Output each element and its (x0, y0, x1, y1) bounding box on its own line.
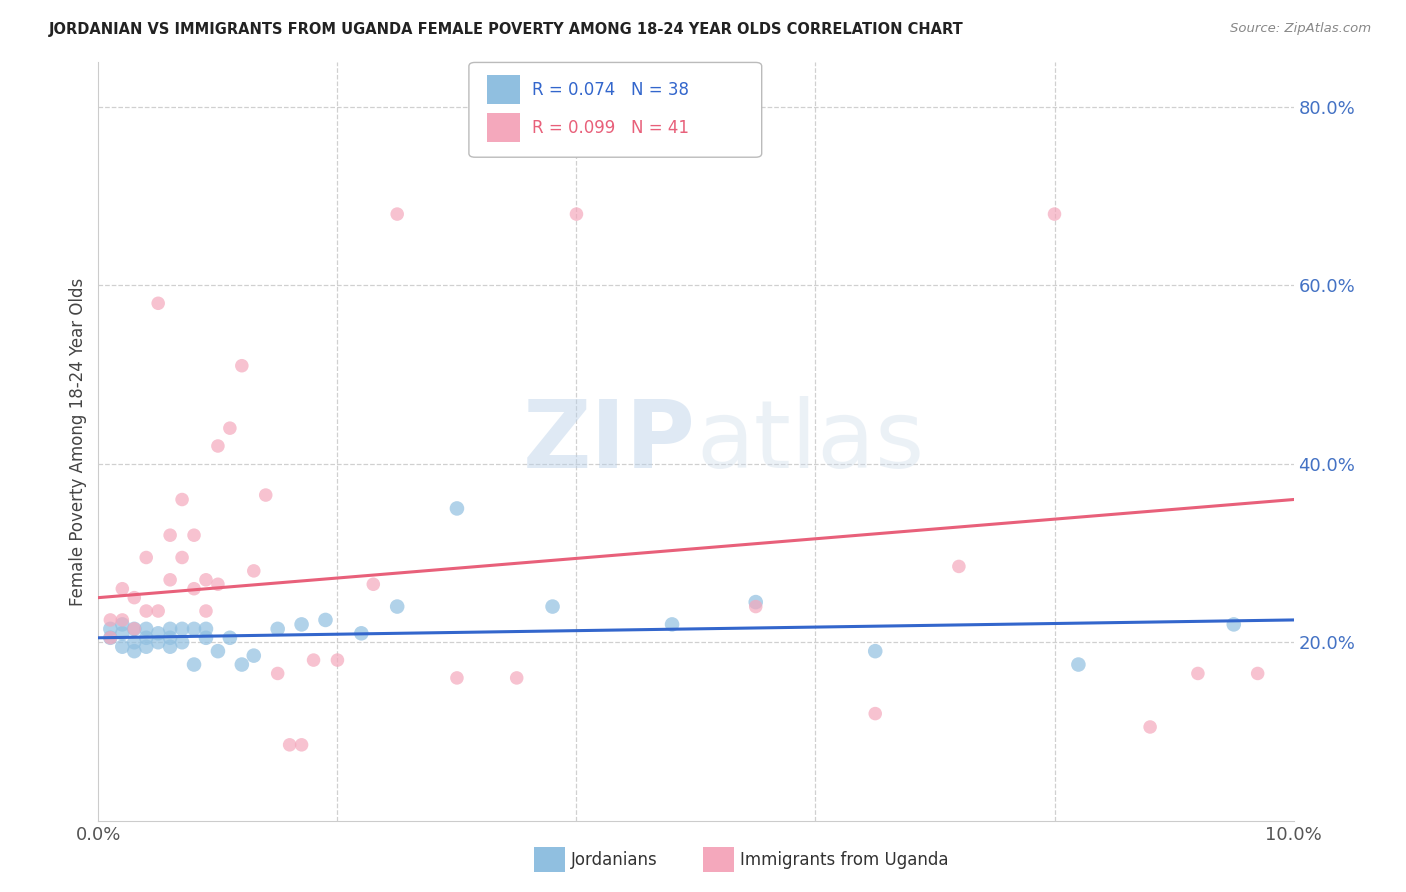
Point (159, 631, 181, 645)
Point (207, 439, 229, 453)
Point (98, 631, 122, 645)
Point (243, 648, 266, 663)
Point (1247, 666, 1270, 681)
Point (254, 488, 277, 502)
Point (302, 653, 325, 667)
Point (1043, 207, 1066, 221)
Point (172, 635, 194, 649)
Point (195, 604, 218, 618)
Point (506, 671, 529, 685)
Point (243, 564, 266, 578)
Point (385, 207, 409, 221)
Point (207, 577, 229, 591)
Point (291, 738, 314, 752)
Point (135, 550, 157, 565)
Point (745, 595, 768, 609)
Point (1067, 657, 1090, 672)
FancyBboxPatch shape (486, 75, 520, 104)
Point (267, 666, 290, 681)
Point (326, 653, 349, 667)
Point (124, 622, 146, 636)
Text: ZIP: ZIP (523, 395, 696, 488)
Point (183, 622, 205, 636)
Point (1223, 617, 1246, 632)
Y-axis label: Female Poverty Among 18-24 Year Olds: Female Poverty Among 18-24 Year Olds (69, 277, 87, 606)
Point (172, 492, 194, 507)
Point (135, 631, 157, 645)
Point (446, 671, 468, 685)
Point (135, 640, 157, 654)
Point (385, 599, 409, 614)
Text: R = 0.074   N = 38: R = 0.074 N = 38 (533, 81, 689, 99)
Point (219, 421, 242, 435)
Point (159, 640, 181, 654)
Point (111, 617, 134, 632)
Point (267, 622, 290, 636)
Point (124, 591, 146, 605)
Point (172, 622, 194, 636)
Point (1187, 666, 1209, 681)
Point (446, 501, 468, 516)
Text: atlas: atlas (696, 395, 924, 488)
Point (183, 528, 205, 542)
Point (565, 207, 588, 221)
Text: JORDANIAN VS IMMIGRANTS FROM UGANDA FEMALE POVERTY AMONG 18-24 YEAR OLDS CORRELA: JORDANIAN VS IMMIGRANTS FROM UGANDA FEMA… (49, 22, 965, 37)
Point (124, 622, 146, 636)
Point (219, 631, 242, 645)
Point (124, 644, 146, 658)
Point (745, 599, 768, 614)
Point (278, 738, 301, 752)
Text: R = 0.099   N = 41: R = 0.099 N = 41 (533, 119, 689, 136)
Point (111, 582, 134, 596)
Point (195, 573, 218, 587)
Point (363, 577, 385, 591)
Point (231, 359, 253, 373)
Point (948, 559, 970, 574)
Text: Jordanians: Jordanians (571, 851, 658, 869)
Point (207, 644, 229, 658)
Point (1139, 720, 1161, 734)
Point (159, 528, 181, 542)
Point (183, 582, 205, 596)
FancyBboxPatch shape (470, 62, 762, 157)
Point (231, 657, 253, 672)
Point (315, 613, 337, 627)
Point (98, 613, 122, 627)
Point (865, 644, 887, 658)
Point (124, 635, 146, 649)
Point (148, 604, 170, 618)
Point (195, 631, 218, 645)
Point (865, 706, 887, 721)
Point (159, 573, 181, 587)
Point (350, 626, 373, 640)
Text: Immigrants from Uganda: Immigrants from Uganda (740, 851, 948, 869)
Point (661, 617, 683, 632)
Point (195, 622, 218, 636)
Point (98, 631, 122, 645)
Point (111, 613, 134, 627)
Point (148, 635, 170, 649)
Point (148, 626, 170, 640)
Point (111, 640, 134, 654)
Point (159, 622, 181, 636)
Point (291, 617, 314, 632)
Point (541, 599, 564, 614)
Point (135, 622, 157, 636)
FancyBboxPatch shape (486, 113, 520, 142)
Point (183, 657, 205, 672)
Point (135, 604, 157, 618)
Point (98, 622, 122, 636)
Point (111, 626, 134, 640)
Point (172, 550, 194, 565)
Text: Source: ZipAtlas.com: Source: ZipAtlas.com (1230, 22, 1371, 36)
Point (148, 296, 170, 310)
